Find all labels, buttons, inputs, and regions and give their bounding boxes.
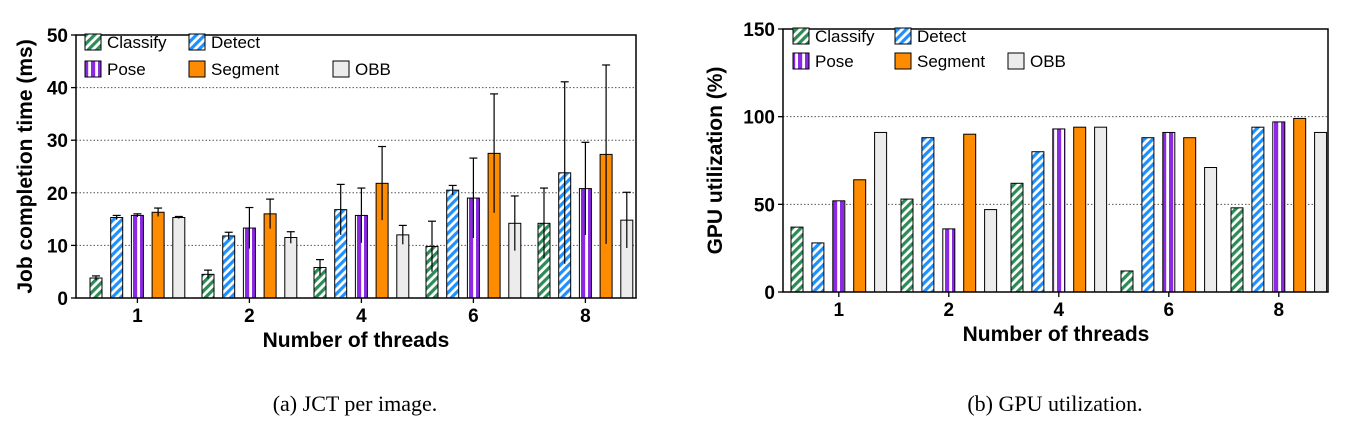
x-tick-label: 4 xyxy=(356,306,367,327)
x-axis-label: Number of threads xyxy=(263,329,450,352)
bar-obb-2 xyxy=(284,237,298,299)
bar-segment-2 xyxy=(963,133,977,293)
bar-obb-8 xyxy=(1314,131,1328,293)
legend-label-detect: Detect xyxy=(917,27,966,46)
legend-swatch-segment xyxy=(188,60,206,78)
figure-caption: (a) JCT per image. xyxy=(273,391,438,416)
bar-detect-1 xyxy=(110,217,124,299)
legend-swatch-pose xyxy=(792,52,810,70)
bar-detect-8 xyxy=(1251,126,1265,293)
legend-label-classify: Classify xyxy=(107,33,167,52)
x-tick-label: 2 xyxy=(244,306,255,327)
bar-segment-8 xyxy=(1293,117,1307,293)
bar-classify-8 xyxy=(1230,207,1244,293)
legend-label-segment: Segment xyxy=(917,52,985,71)
x-tick-label: 8 xyxy=(1274,300,1285,321)
bar-segment-1 xyxy=(151,211,165,299)
bar-pose-4 xyxy=(1052,128,1066,293)
figure-caption: (b) GPU utilization. xyxy=(967,391,1142,416)
legend-label-pose: Pose xyxy=(107,60,146,79)
bar-pose-1 xyxy=(130,214,144,299)
bar-pose-8 xyxy=(1272,121,1286,293)
y-tick-label: 50 xyxy=(754,195,775,216)
bar-detect-2 xyxy=(921,137,935,293)
x-tick-label: 8 xyxy=(580,306,591,327)
y-tick-label: 100 xyxy=(743,108,775,129)
bar-classify-6 xyxy=(1120,270,1134,293)
legend-swatch-obb xyxy=(1007,52,1025,70)
x-tick-label: 6 xyxy=(1164,300,1175,321)
bar-detect-2 xyxy=(222,235,236,299)
bar-classify-1 xyxy=(790,226,804,293)
bar-classify-4 xyxy=(1010,182,1024,293)
bar-segment-1 xyxy=(853,179,867,293)
y-axis-label: GPU utilization (%) xyxy=(704,67,727,255)
legend-label-obb: OBB xyxy=(355,60,391,79)
legend-label-detect: Detect xyxy=(211,33,260,52)
x-axis-label: Number of threads xyxy=(963,323,1150,346)
x-tick-label: 6 xyxy=(468,306,479,327)
y-tick-label: 30 xyxy=(47,131,68,152)
legend-swatch-pose xyxy=(84,60,102,78)
bar-segment-6 xyxy=(1183,137,1197,293)
legend-swatch-detect xyxy=(894,27,912,45)
bar-detect-6 xyxy=(1141,137,1155,293)
bar-obb-1 xyxy=(172,217,186,299)
y-tick-label: 10 xyxy=(47,236,68,257)
legend-swatch-classify xyxy=(84,33,102,51)
bar-obb-6 xyxy=(1204,167,1218,293)
bar-classify-1 xyxy=(89,277,103,299)
x-tick-label: 4 xyxy=(1054,300,1065,321)
x-tick-label: 2 xyxy=(944,300,955,321)
bar-obb-4 xyxy=(1094,126,1108,293)
legend-swatch-classify xyxy=(792,27,810,45)
legend-label-pose: Pose xyxy=(815,52,854,71)
bar-pose-2 xyxy=(942,228,956,293)
legend-label-segment: Segment xyxy=(211,60,279,79)
plot-frame xyxy=(75,34,637,299)
bar-detect-6 xyxy=(446,189,460,299)
bar-segment-4 xyxy=(1073,126,1087,293)
legend-swatch-detect xyxy=(188,33,206,51)
y-tick-label: 150 xyxy=(743,20,775,41)
bar-classify-2 xyxy=(900,198,914,293)
legend-label-obb: OBB xyxy=(1030,52,1066,71)
legend-swatch-segment xyxy=(894,52,912,70)
y-tick-label: 20 xyxy=(47,184,68,205)
bar-obb-1 xyxy=(874,131,888,293)
chart-gpu-utilization: 0 50 100 150 1 2 4 6 8 Number of threads GPU utili… xyxy=(704,20,1329,416)
y-axis-label: Job completion time (ms) xyxy=(14,39,37,293)
bar-pose-1 xyxy=(832,200,846,293)
y-tick-label: 40 xyxy=(47,79,68,100)
chart-jct: 0 10 20 30 40 50 1 2 4 6 8 Number of threads Job com… xyxy=(14,26,637,416)
bar-detect-1 xyxy=(811,242,825,293)
x-tick-label: 1 xyxy=(834,300,845,321)
legend-swatch-obb xyxy=(332,60,350,78)
bar-detect-4 xyxy=(1031,151,1045,293)
plot-frame xyxy=(782,28,1329,293)
bar-pose-6 xyxy=(1162,131,1176,293)
bar-obb-2 xyxy=(984,209,998,293)
y-tick-label: 0 xyxy=(57,289,68,310)
y-tick-label: 0 xyxy=(764,283,775,304)
y-tick-label: 50 xyxy=(47,26,68,47)
legend-label-classify: Classify xyxy=(815,27,875,46)
x-tick-label: 1 xyxy=(132,306,143,327)
